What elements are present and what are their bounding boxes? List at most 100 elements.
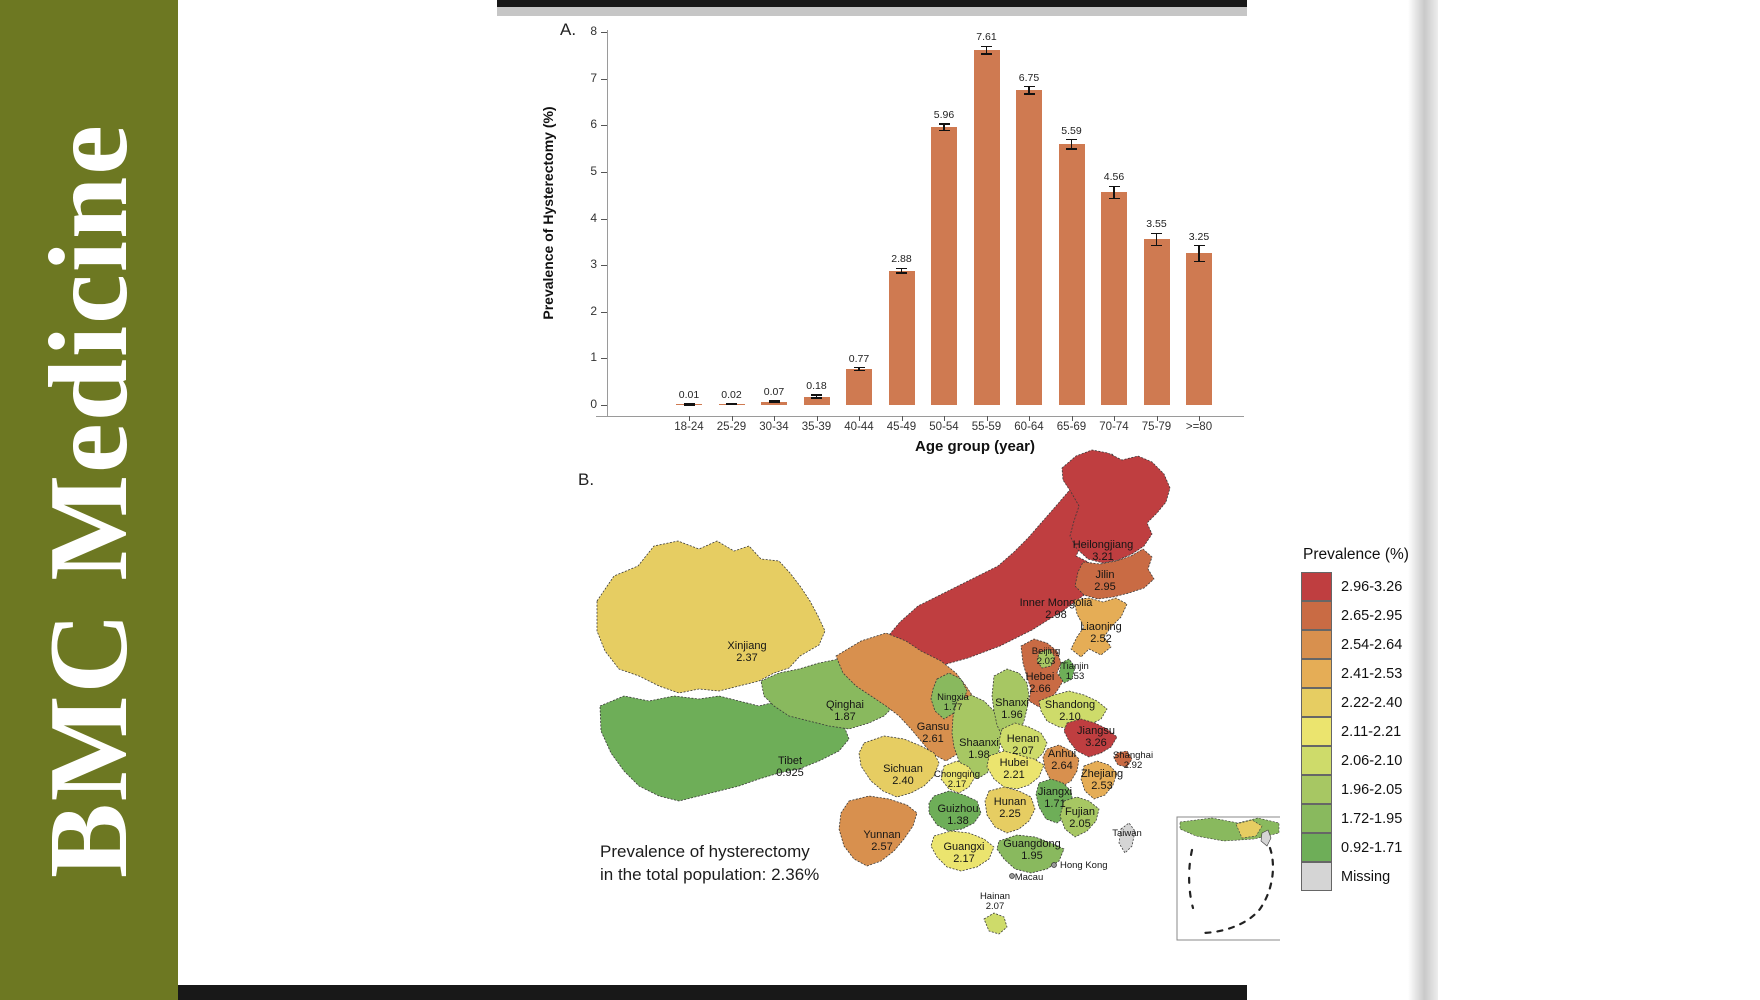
journal-name: BMC Medicine bbox=[26, 122, 151, 878]
map-value-guangdong: 1.95 bbox=[1021, 850, 1042, 862]
x-tick-mark bbox=[774, 416, 775, 421]
province-anhui bbox=[1042, 744, 1080, 788]
legend-label: 0.92-1.71 bbox=[1341, 839, 1403, 856]
y-tick-label: 7 bbox=[590, 70, 597, 85]
legend-row: 2.11-2.21 bbox=[1301, 717, 1409, 746]
legend-label: 2.22-2.40 bbox=[1341, 694, 1403, 711]
y-tick-label: 6 bbox=[590, 117, 597, 132]
y-tick-label: 5 bbox=[590, 163, 597, 178]
map-label-guangdong: Guangdong bbox=[1003, 838, 1061, 850]
map-value-hubei: 2.21 bbox=[1003, 769, 1024, 781]
bar-value-label: 0.77 bbox=[848, 352, 870, 365]
map-value-guizhou: 1.38 bbox=[947, 815, 968, 827]
legend-label: 2.54-2.64 bbox=[1341, 636, 1403, 653]
legend-swatch bbox=[1301, 746, 1332, 775]
map-value-innermongolia: 2.98 bbox=[1045, 609, 1066, 621]
error-bar-cap-bottom bbox=[981, 53, 992, 55]
bar->=80 bbox=[1186, 253, 1212, 405]
legend-row: 2.06-2.10 bbox=[1301, 746, 1409, 775]
y-tick-mark bbox=[601, 218, 607, 220]
province-fujian bbox=[1059, 796, 1100, 838]
error-bar bbox=[1155, 233, 1158, 246]
map-value-shanxi: 1.96 bbox=[1001, 709, 1022, 721]
bar-value-label: 3.25 bbox=[1188, 230, 1210, 243]
map-label-shanxi: Shanxi bbox=[995, 697, 1029, 709]
bar-value-label: 5.96 bbox=[933, 108, 955, 121]
legend-swatch bbox=[1301, 572, 1332, 601]
x-tick-mark bbox=[901, 416, 903, 421]
x-tick-mark bbox=[1071, 416, 1073, 421]
map-value-liaoning: 2.52 bbox=[1090, 633, 1111, 645]
map-label-hunan: Hunan bbox=[994, 796, 1026, 808]
map-label-macau: Macau bbox=[1015, 872, 1044, 883]
map-label-xinjiang: Xinjiang bbox=[727, 640, 766, 652]
error-bar-cap-bottom bbox=[1023, 93, 1035, 95]
y-tick-mark bbox=[601, 358, 607, 360]
y-tick-label: 0 bbox=[590, 397, 597, 411]
error-bar-cap-top bbox=[1023, 85, 1035, 88]
error-bar-cap-bottom bbox=[1066, 148, 1077, 150]
bar-70-74 bbox=[1101, 192, 1127, 405]
map-value-qinghai: 1.87 bbox=[834, 711, 855, 723]
x-tick-label: 40-44 bbox=[844, 421, 874, 433]
map-value-gansu: 2.61 bbox=[922, 733, 943, 745]
province-sichuan bbox=[858, 735, 940, 798]
y-axis-line bbox=[607, 30, 608, 417]
y-tick-mark bbox=[601, 265, 607, 267]
map-label-hubei: Hubei bbox=[1000, 757, 1029, 769]
legend-label: 1.72-1.95 bbox=[1341, 810, 1403, 827]
map-value-jiangsu: 3.26 bbox=[1085, 737, 1106, 749]
map-label-jilin: Jilin bbox=[1096, 569, 1115, 581]
x-tick-label: 25-29 bbox=[716, 421, 747, 433]
error-bar-cap-bottom bbox=[811, 397, 822, 399]
x-tick-label: 65-69 bbox=[1056, 421, 1087, 433]
y-tick-mark bbox=[601, 78, 607, 80]
map-label-jiangxi: Jiangxi bbox=[1038, 786, 1072, 798]
province-yunnan bbox=[838, 795, 918, 867]
error-bar-cap-top bbox=[938, 123, 950, 125]
x-tick-mark bbox=[1114, 416, 1115, 421]
error-bar bbox=[1113, 186, 1115, 199]
province-jiangsu bbox=[1063, 718, 1118, 758]
error-bar-cap-bottom bbox=[1193, 260, 1205, 263]
y-tick-label: 4 bbox=[590, 210, 597, 225]
province-taiwan bbox=[1118, 822, 1136, 854]
error-bar-cap-bottom bbox=[768, 401, 780, 404]
map-value-guangxi: 2.17 bbox=[953, 853, 974, 865]
x-tick-mark bbox=[944, 416, 945, 421]
y-tick-label: 8 bbox=[590, 24, 597, 38]
map-value-hainan: 2.07 bbox=[986, 901, 1005, 912]
y-tick-label: 1 bbox=[590, 350, 597, 365]
legend-label: 2.41-2.53 bbox=[1341, 665, 1403, 682]
province-beijing bbox=[1036, 648, 1056, 669]
map-label-guizhou: Guizhou bbox=[938, 803, 979, 815]
map-label-guangxi: Guangxi bbox=[944, 841, 985, 853]
error-bar-cap-bottom bbox=[938, 129, 950, 132]
map-label-anhui: Anhui bbox=[1048, 748, 1076, 760]
x-tick-label: 70-74 bbox=[1099, 421, 1129, 433]
error-bar bbox=[985, 46, 988, 54]
top-crop-strip bbox=[497, 0, 1247, 7]
province-xinjiang bbox=[596, 540, 826, 694]
province-heilongjiang bbox=[1061, 449, 1171, 564]
map-value-shaanxi: 1.98 bbox=[968, 749, 989, 761]
bottom-crop-strip bbox=[178, 985, 1247, 1000]
map-value-heilongjiang: 3.21 bbox=[1092, 551, 1113, 563]
panel-a-label: A. bbox=[560, 20, 577, 39]
map-label-jiangsu: Jiangsu bbox=[1077, 725, 1115, 737]
x-tick-label: >=80 bbox=[1185, 421, 1213, 433]
y-tick-mark bbox=[601, 125, 607, 127]
map-label-liaoning: Liaoning bbox=[1080, 621, 1122, 633]
y-tick-mark bbox=[601, 32, 607, 33]
bar-value-label: 4.56 bbox=[1103, 171, 1125, 184]
province-hubei bbox=[986, 750, 1045, 790]
province-gansu bbox=[835, 632, 987, 762]
error-bar bbox=[943, 123, 945, 131]
map-value-hunan: 2.25 bbox=[999, 808, 1020, 820]
bar-value-label: 0.02 bbox=[721, 388, 742, 401]
map-label-sichuan: Sichuan bbox=[883, 763, 923, 775]
legend-row: Missing bbox=[1301, 862, 1409, 891]
legend-swatch bbox=[1301, 717, 1332, 746]
map-value-jiangxi: 1.71 bbox=[1044, 798, 1065, 810]
error-bar-cap-bottom bbox=[683, 404, 695, 406]
